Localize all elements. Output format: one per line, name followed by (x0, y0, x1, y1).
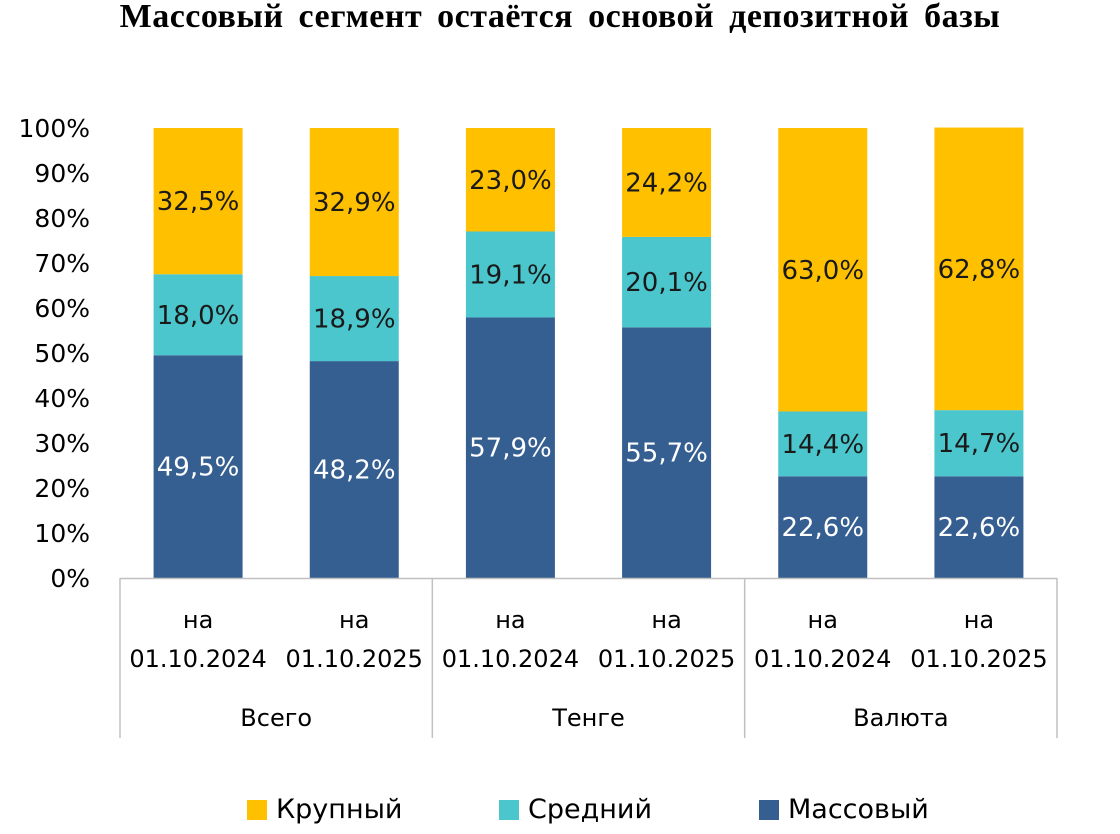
y-tick-label: 10% (34, 519, 90, 548)
y-tick-label: 30% (34, 429, 90, 458)
data-label-massovyi: 22,6% (781, 513, 864, 543)
bar-segment-srednii (309, 276, 399, 362)
data-label-krupnyi: 24,2% (625, 168, 708, 198)
bar-segment-krupnyi (934, 127, 1024, 411)
y-tick-label: 90% (34, 159, 90, 188)
y-tick-label: 20% (34, 474, 90, 503)
x-tick-label: 01.10.2024 (442, 645, 579, 673)
bar-segment-krupnyi (309, 128, 399, 277)
bar-segment-massovyi (465, 317, 555, 578)
y-tick-label: 100% (19, 114, 90, 143)
x-tick-label: на (183, 606, 213, 634)
legend-swatch-krupnyi (247, 799, 267, 820)
x-tick-label: на (651, 606, 681, 634)
bar-segment-krupnyi (778, 128, 868, 412)
legend-label-srednii: Средний (528, 794, 653, 825)
stacked-bar-chart: 0% 10% 20% 30% 40% 50% 60% 70% 80% 90% 100% 49,5% 1… (19, 114, 1058, 738)
bars: 49,5% 18,0% 32,5% 48,2% 18,9% 32,9% 57,9% 19,1%… (153, 127, 1024, 578)
x-axis: на 01.10.2024 на 01.10.2025 Всего на 01.10.202… (119, 577, 1058, 738)
data-label-krupnyi: 62,8% (938, 255, 1021, 285)
bar-segment-srednii (934, 410, 1024, 477)
legend: Крупный Средний Массовый (0, 790, 1120, 834)
data-label-massovyi: 48,2% (313, 456, 396, 486)
data-label-krupnyi: 23,0% (469, 166, 552, 196)
bar-segment-krupnyi (622, 128, 712, 237)
x-tick-label: на (495, 606, 525, 634)
bar-segment-massovyi (778, 476, 868, 578)
legend-item-krupnyi: Крупный (247, 794, 402, 825)
x-group-label: Тенге (551, 704, 625, 732)
legend-swatch-massovyi (759, 799, 779, 820)
bar-segment-massovyi (309, 361, 399, 578)
data-label-massovyi: 57,9% (469, 434, 552, 464)
bar-segment-krupnyi (465, 128, 555, 232)
data-label-srednii: 18,9% (313, 305, 396, 335)
bar-segment-massovyi (934, 476, 1024, 578)
data-label-srednii: 14,7% (938, 429, 1021, 459)
bar-segment-massovyi (153, 355, 243, 578)
x-tick-label: 01.10.2025 (598, 645, 735, 673)
data-label-srednii: 19,1% (469, 260, 552, 290)
bar-segment-srednii (153, 274, 243, 356)
data-label-massovyi: 49,5% (157, 453, 240, 483)
y-tick-label: 60% (34, 294, 90, 323)
y-axis: 0% 10% 20% 30% 40% 50% 60% 70% 80% 90% 100% (19, 114, 90, 593)
bar-segment-srednii (622, 236, 712, 328)
legend-item-massovyi: Массовый (759, 794, 929, 825)
x-tick-label: на (339, 606, 369, 634)
data-label-srednii: 14,4% (781, 430, 864, 460)
legend-swatch-srednii (499, 799, 519, 820)
x-tick-label: на (964, 606, 994, 634)
x-tick-label: 01.10.2024 (754, 645, 891, 673)
legend-label-massovyi: Массовый (788, 794, 929, 825)
bar-segment-krupnyi (153, 128, 243, 275)
y-tick-label: 40% (34, 384, 90, 413)
x-tick-label: 01.10.2024 (129, 645, 266, 673)
y-tick-label: 50% (34, 339, 90, 368)
data-label-krupnyi: 32,5% (157, 187, 240, 217)
y-tick-label: 0% (50, 564, 90, 593)
data-label-krupnyi: 32,9% (313, 188, 396, 218)
data-label-massovyi: 22,6% (938, 513, 1021, 543)
bar-segment-srednii (465, 231, 555, 318)
x-tick-label: 01.10.2025 (286, 645, 423, 673)
chart-title: Массовый сегмент остаётся основой депози… (119, 0, 1001, 35)
x-tick-label: 01.10.2025 (910, 645, 1047, 673)
y-tick-label: 80% (34, 204, 90, 233)
legend-label-krupnyi: Крупный (276, 794, 403, 825)
bar-segment-massovyi (622, 327, 712, 578)
data-label-krupnyi: 63,0% (781, 256, 864, 286)
x-group-label: Всего (240, 704, 312, 732)
y-tick-label: 70% (34, 249, 90, 278)
x-tick-label: на (808, 606, 838, 634)
data-label-massovyi: 55,7% (625, 439, 708, 469)
data-label-srednii: 18,0% (157, 301, 240, 331)
data-label-srednii: 20,1% (625, 268, 708, 298)
legend-item-srednii: Средний (499, 794, 652, 825)
bar-segment-srednii (778, 411, 868, 477)
x-group-label: Валюта (853, 704, 948, 732)
